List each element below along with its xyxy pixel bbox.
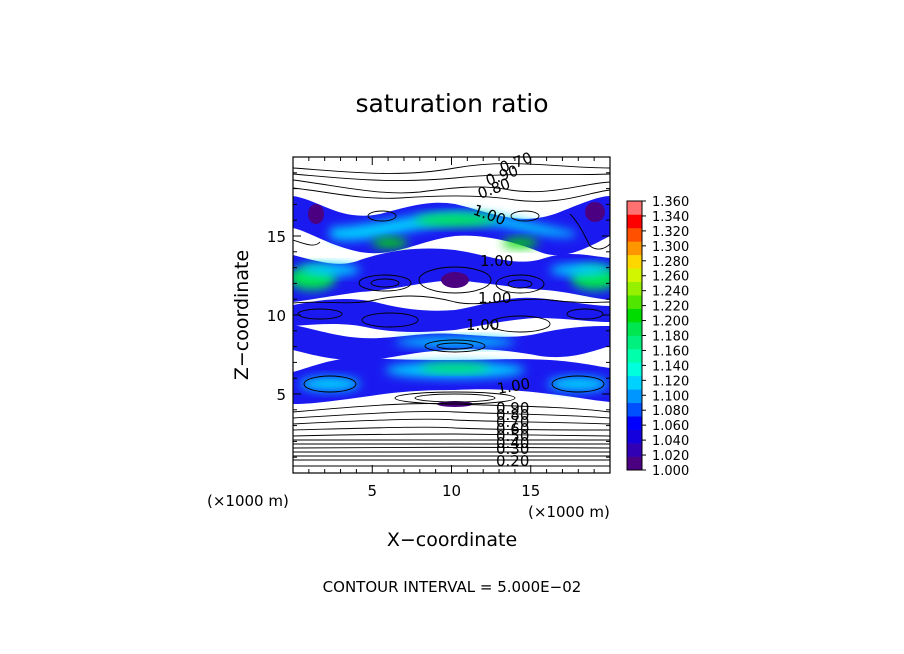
colorbar-label: 1.160 <box>652 344 689 359</box>
band-lower <box>293 357 610 404</box>
colorbar-swatch <box>627 201 642 215</box>
colorbar-swatch <box>627 322 642 336</box>
colorbar-swatch <box>627 335 642 350</box>
contour-label: 0.70 <box>496 413 529 431</box>
x-axis: 5 10 15 <box>308 157 595 500</box>
colorbar-label: 1.280 <box>652 255 689 270</box>
colorbar-label: 1.020 <box>652 449 689 464</box>
colorbar-label: 1.200 <box>652 315 689 330</box>
colorbar-label: 1.080 <box>652 404 689 419</box>
colorbar-swatch <box>627 456 642 471</box>
colorbar-label: 1.100 <box>652 389 689 404</box>
colorbar-label: 1.220 <box>652 300 689 315</box>
colorbar: 1.3601.3401.3201.3001.2801.2601.2401.220… <box>626 195 689 479</box>
colorbar-label: 1.180 <box>652 330 689 345</box>
colorbar-label: 1.360 <box>652 195 689 210</box>
colorbar-swatch <box>627 214 642 229</box>
contour-label: 0.90 <box>496 399 529 417</box>
x-tick-label: 5 <box>367 482 377 500</box>
contour-label: 0.40 <box>496 434 529 452</box>
x-unit-right: (×1000 m) <box>528 503 610 521</box>
colorbar-label: 1.000 <box>652 464 689 479</box>
colorbar-swatch <box>627 268 642 282</box>
colorbar-swatch <box>627 308 642 323</box>
colorbar-label: 1.240 <box>652 285 689 300</box>
y-tick-label: 5 <box>276 386 286 404</box>
saturation-fill <box>293 196 610 407</box>
colorbar-label: 1.040 <box>652 434 689 449</box>
colorbar-swatch <box>627 389 642 404</box>
y-axis: 5 10 15 <box>267 172 610 458</box>
colorbar-swatch <box>627 443 642 457</box>
colorbar-swatch <box>627 375 642 390</box>
colorbar-label: 1.120 <box>652 374 689 389</box>
colorbar-label: 1.340 <box>652 210 689 225</box>
contour-interval: CONTOUR INTERVAL = 5.000E−02 <box>323 578 582 596</box>
band-middle <box>293 297 610 332</box>
contour-label: 0.50 <box>496 427 529 445</box>
contour-label: 1.00 <box>466 316 499 334</box>
x-unit-left: (×1000 m) <box>207 492 289 510</box>
colorbar-label: 1.140 <box>652 359 689 374</box>
colorbar-swatch <box>627 348 642 363</box>
x-axis-label: X−coordinate <box>387 529 517 551</box>
contour-label: 0.60 <box>496 420 529 438</box>
contour-lines <box>293 163 610 467</box>
colorbar-label: 1.300 <box>652 240 689 255</box>
colorbar-swatch <box>627 416 642 430</box>
colorbar-label: 1.260 <box>652 270 689 285</box>
contour-labels: 0.70 0.90 0.80 1.00 1.00 1.00 1.00 1.00 … <box>466 148 535 470</box>
colorbar-swatch <box>627 241 642 256</box>
colorbar-swatch <box>627 281 642 296</box>
colorbar-swatch <box>627 362 642 377</box>
contour-label: 0.20 <box>496 452 529 470</box>
chart-title: saturation ratio <box>355 89 548 118</box>
colorbar-swatch <box>627 295 642 309</box>
contour-label: 0.80 <box>496 406 529 424</box>
y-tick-label: 10 <box>267 307 286 325</box>
contour-label: 1.00 <box>480 252 513 270</box>
colorbar-swatch <box>627 254 642 269</box>
colorbar-swatch <box>627 402 642 417</box>
contour-label: 0.30 <box>496 440 529 458</box>
y-tick-label: 15 <box>267 228 286 246</box>
colorbar-label: 1.320 <box>652 225 689 240</box>
colorbar-swatch <box>627 429 642 444</box>
colorbar-label: 1.060 <box>652 419 689 434</box>
x-tick-label: 15 <box>521 482 540 500</box>
colorbar-swatch <box>627 227 642 242</box>
x-tick-label: 10 <box>442 482 461 500</box>
contour-label: 1.00 <box>478 289 511 307</box>
y-axis-label: Z−coordinate <box>231 250 253 380</box>
contour-label: 1.00 <box>496 374 532 398</box>
plot-area <box>293 157 610 473</box>
